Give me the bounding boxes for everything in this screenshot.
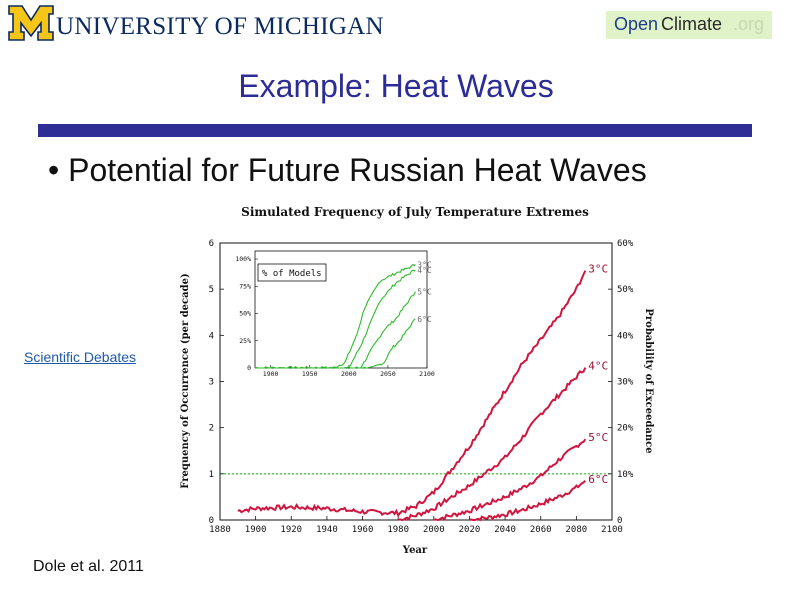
inset-x-tick-label: 1950 <box>302 370 318 378</box>
scientific-debates-link[interactable]: Scientific Debates <box>24 349 137 365</box>
x-axis-label: Year <box>402 545 428 556</box>
x-tick-label: 2040 <box>494 525 516 535</box>
x-tick-label: 2020 <box>459 525 481 535</box>
x-tick-label: 1960 <box>352 525 374 535</box>
x-tick-label: 1920 <box>280 525 302 535</box>
axis-ticks: 1880 1900 1920 1940 1960 1980 2000 2020 2040 2060… <box>209 239 634 535</box>
inset-y-tick-label: 100% <box>235 255 251 263</box>
x-tick-label: 2100 <box>601 525 623 535</box>
series-labels: 3°C 4°C 5°C 6°C <box>588 263 608 486</box>
inset-series-label-2: 4°C <box>417 266 432 275</box>
y-tick-label: 0 <box>209 516 214 526</box>
inset-x-tick-label: 2050 <box>380 370 396 378</box>
x-tick-label: 1940 <box>316 525 338 535</box>
inset-x-tick-label: 2100 <box>419 370 435 378</box>
title-underline-bar <box>38 124 752 137</box>
y-tick-label: 6 <box>209 239 214 249</box>
citation: Dole et al. 2011 <box>33 558 144 575</box>
inset-series <box>254 264 416 369</box>
brand-open: Open <box>614 14 659 34</box>
inset-series-label-3: 5°C <box>417 288 432 297</box>
chart-title: Simulated Frequency of July Temperature … <box>241 205 589 219</box>
series-line-2 <box>397 367 587 522</box>
inset-series-line-4 <box>254 318 416 369</box>
x-tick-label: 2060 <box>530 525 552 535</box>
series-label-3: 5°C <box>588 431 608 444</box>
slide-title: Example: Heat Waves <box>238 68 554 104</box>
y-axis-label: Frequency of Occurrence (per decade) <box>180 273 191 488</box>
series-label-4: 6°C <box>588 473 608 486</box>
inset-y-tick-label: 50% <box>239 310 251 318</box>
inset-y-tick-label: 75% <box>239 282 251 290</box>
inset-label-box <box>257 263 327 282</box>
y-tick-label: 5 <box>209 285 214 295</box>
y2-tick-label: 60% <box>617 239 634 249</box>
series-line-1 <box>237 270 587 518</box>
y2-tick-label: 30% <box>617 378 634 388</box>
inset-x-tick-label: 2000 <box>341 370 357 378</box>
y2-tick-label: 40% <box>617 331 634 341</box>
y2-axis-label: Probability of Exceedance <box>643 308 654 453</box>
series-line-3 <box>433 438 587 522</box>
x-tick-label: 2000 <box>423 525 445 535</box>
x-tick-label: 1880 <box>209 525 231 535</box>
bullet-point: • Potential for Future Russian Heat Wave… <box>48 152 647 188</box>
y2-tick-label: 50% <box>617 285 634 295</box>
y-tick-label: 4 <box>209 331 214 341</box>
inset-series-label-1: 3°C <box>417 260 432 269</box>
brand-climate: Climate <box>661 14 723 34</box>
series-label-2: 4°C <box>588 360 608 373</box>
main-series <box>237 270 587 522</box>
series-line-4 <box>469 480 586 522</box>
brand-org: .org <box>733 14 765 34</box>
inset-ticks: 1900 1950 2000 2050 2100 0 25% 50% 75% 100% <box>235 255 435 378</box>
y2-tick-label: 0 <box>617 516 622 526</box>
university-logo: UNIVERSITY OF MICHIGAN <box>8 4 384 44</box>
y-tick-label: 3 <box>209 378 214 388</box>
university-name: UNIVERSITY OF MICHIGAN <box>56 13 384 40</box>
inset-label: % of Models <box>262 269 322 279</box>
x-tick-label: 1980 <box>387 525 409 535</box>
inset-chart: % of Models 1900 1950 2000 2050 2100 0 25% 50% 7… <box>235 250 435 378</box>
inset-x-tick-label: 1900 <box>263 370 279 378</box>
x-tick-label: 1900 <box>245 525 267 535</box>
inset-labels: 3°C4°C 5°C 6°C <box>417 260 432 324</box>
series-label-1: 3°C <box>588 263 608 276</box>
y-tick-label: 2 <box>209 424 214 434</box>
inset-y-tick-label: 25% <box>239 337 251 345</box>
y2-tick-label: 20% <box>617 424 634 434</box>
inset-series-label-4: 6°C <box>417 315 432 324</box>
y-tick-label: 1 <box>209 470 214 480</box>
openclimate-logo: Open Climate .org <box>606 11 772 39</box>
y2-tick-label: 10% <box>617 470 634 480</box>
block-m-icon <box>8 5 54 41</box>
x-tick-label: 2080 <box>566 525 588 535</box>
inset-y-tick-label: 0 <box>247 364 251 372</box>
